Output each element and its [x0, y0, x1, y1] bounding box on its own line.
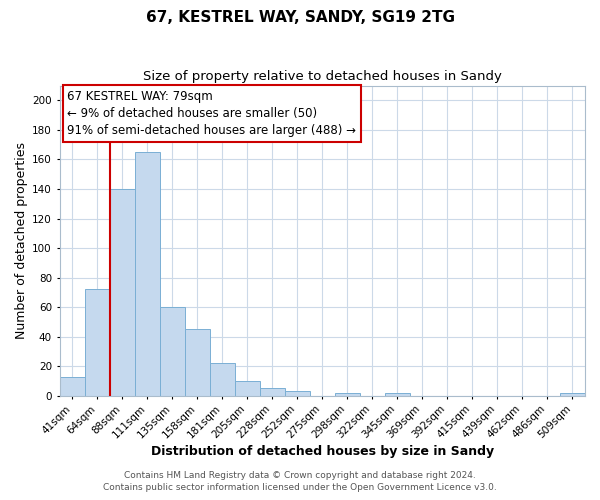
Bar: [260, 388, 285, 396]
Bar: [59, 376, 85, 396]
X-axis label: Distribution of detached houses by size in Sandy: Distribution of detached houses by size …: [151, 444, 494, 458]
Bar: [85, 290, 110, 396]
Text: Contains HM Land Registry data © Crown copyright and database right 2024.
Contai: Contains HM Land Registry data © Crown c…: [103, 471, 497, 492]
Bar: [335, 393, 360, 396]
Bar: [134, 152, 160, 396]
Bar: [560, 393, 585, 396]
Title: Size of property relative to detached houses in Sandy: Size of property relative to detached ho…: [143, 70, 502, 83]
Bar: [235, 381, 260, 396]
Bar: [385, 393, 410, 396]
Bar: [285, 392, 310, 396]
Bar: [160, 307, 185, 396]
Bar: [209, 364, 235, 396]
Bar: [110, 189, 134, 396]
Text: 67, KESTREL WAY, SANDY, SG19 2TG: 67, KESTREL WAY, SANDY, SG19 2TG: [146, 10, 455, 25]
Y-axis label: Number of detached properties: Number of detached properties: [15, 142, 28, 339]
Bar: [185, 330, 209, 396]
Text: 67 KESTREL WAY: 79sqm
← 9% of detached houses are smaller (50)
91% of semi-detac: 67 KESTREL WAY: 79sqm ← 9% of detached h…: [67, 90, 356, 137]
